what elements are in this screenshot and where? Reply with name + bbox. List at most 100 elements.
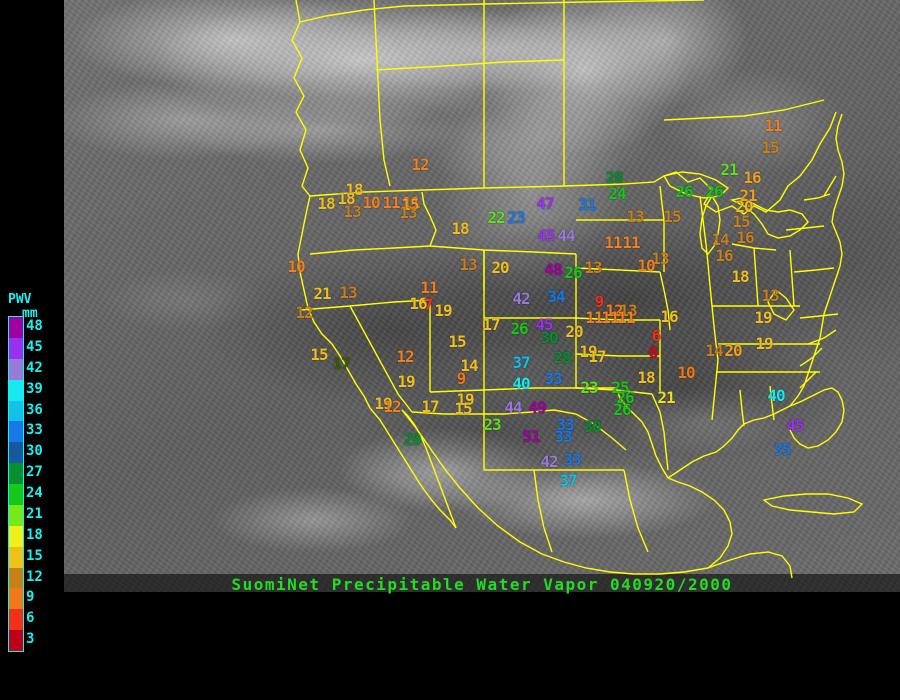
legend-tick-labels: 48 45 42 39 36 33 30 27 24 21 18 15 12 9 6 3 (26, 316, 62, 650)
pwv-station-value: 9 (594, 292, 605, 311)
legend-tick-33: 33 (26, 422, 43, 439)
pwv-station-value: 6 (651, 326, 662, 345)
pwv-station-value: 19 (397, 372, 415, 391)
pwv-station-value: 47 (536, 194, 554, 213)
legend-swatch-3 (9, 630, 23, 651)
state-line-mn-wi (699, 195, 707, 245)
pwv-station-value: 9 (456, 369, 467, 388)
pwv-station-value: 18 (337, 189, 355, 208)
coastline-yucatan (707, 551, 793, 579)
pwv-station-value: 30 (583, 417, 601, 436)
state-line-oh-pa-vert (789, 249, 795, 307)
pwv-station-value: 13 (343, 202, 361, 221)
legend-swatch-33 (9, 421, 23, 443)
pwv-station-value: 11 (764, 116, 782, 135)
map-borders-overlay (291, 0, 864, 579)
pwv-station-value: 17 (588, 347, 606, 366)
pwv-station-value: 15 (401, 195, 419, 214)
legend-tick-6: 6 (26, 610, 35, 627)
coastline-florida (789, 387, 845, 449)
pwv-station-value: 11 (604, 233, 622, 252)
legend-swatch-24 (9, 484, 23, 505)
state-line-ar-ms (711, 359, 719, 421)
pwv-station-value: 13 (584, 258, 602, 277)
pwv-station-value: 20 (565, 322, 583, 341)
pwv-color-legend: PWV mm 48 45 42 39 36 33 30 27 24 21 18 15 12 9 6 3 (0, 292, 62, 654)
state-line-ok-tx (575, 387, 653, 395)
pwv-station-value: 19 (434, 301, 452, 320)
border-us-mexico (411, 409, 627, 451)
state-line-pa-md-va (793, 267, 835, 273)
pwv-station-value: 16 (715, 246, 733, 265)
state-line-mexico-central (533, 469, 553, 553)
pwv-station-value: 44 (504, 398, 522, 417)
pwv-station-value: 30 (540, 328, 558, 347)
lake-superior (662, 171, 730, 199)
legend-swatch-45 (9, 337, 23, 359)
pwv-station-value: 15 (454, 399, 472, 418)
pwv-station-value: 45 (786, 416, 804, 435)
map-caption: SuomiNet Precipitable Water Vapor 040920… (231, 575, 733, 594)
legend-units-label: mm (22, 306, 38, 321)
legend-color-bar (8, 316, 24, 652)
state-line-id-mt (421, 191, 437, 247)
state-line-ny-ne (803, 193, 831, 201)
state-line-ne-ny-vt (823, 175, 837, 197)
pwv-station-value: 21 (720, 160, 738, 179)
legend-tick-42: 42 (26, 359, 43, 376)
pwv-station-value: 11 (617, 308, 635, 327)
pwv-station-value: 10 (362, 193, 380, 212)
legend-tick-18: 18 (26, 526, 43, 543)
pwv-station-value: 19 (579, 342, 597, 361)
legend-tick-24: 24 (26, 485, 43, 501)
pwv-station-value: 12 (383, 397, 401, 416)
pwv-station-value: 20 (735, 197, 753, 216)
state-line-ne-ia-mo (659, 271, 671, 331)
state-line-nc-sc (807, 329, 837, 345)
state-line-wa-or (309, 245, 431, 255)
pwv-station-value: 11 (601, 308, 619, 327)
state-line-ia-il (705, 243, 713, 307)
pwv-station-value: 23 (507, 208, 525, 227)
legend-swatch-48 (9, 317, 23, 338)
border-canada-top-line (375, 59, 565, 71)
state-line-ca-nv-vert (349, 305, 413, 413)
pwv-station-value: 33 (563, 450, 581, 469)
legend-tick-12: 12 (26, 568, 43, 585)
pwv-station-value: 22 (487, 208, 505, 227)
pwv-station-value: 13 (761, 286, 779, 305)
pwv-station-value: 18 (731, 267, 749, 286)
pwv-station-value: 26 (616, 388, 634, 407)
pwv-station-value: 16 (743, 168, 761, 187)
state-line-in-oh-vert (753, 247, 759, 307)
legend-swatch-21 (9, 504, 23, 526)
legend-swatch-15 (9, 546, 23, 568)
state-line-mo-il-ky (711, 305, 719, 361)
coastline-cuba (762, 493, 864, 515)
pwv-station-value: 19 (374, 394, 392, 413)
legend-tick-30: 30 (26, 443, 43, 460)
state-line-sd-ne (575, 267, 661, 273)
state-line-mexico-south (623, 469, 649, 553)
legend-tick-48: 48 (26, 318, 43, 334)
satellite-image-panel: 12 18 18 18 10 11 11 15 13 13 22 23 47 31 28 24 26 26 21 11… (64, 0, 900, 592)
border-canada-provincial-west (373, 0, 391, 187)
pwv-station-value: 17 (332, 354, 350, 373)
legend-swatch-36 (9, 400, 23, 422)
pwv-station-value: 14 (711, 230, 729, 249)
legend-swatch-9 (9, 588, 23, 610)
state-line-al-ga (769, 385, 775, 421)
pwv-station-value: 26 (613, 400, 631, 419)
state-line-ga-sc-fl (799, 371, 817, 389)
pwv-station-value: 33 (544, 369, 562, 388)
pwv-station-value: 11 (382, 193, 400, 212)
coastline-gulf-us (615, 387, 669, 479)
border-canada-alaska-panhandle (299, 0, 705, 23)
legend-title: PWV (8, 292, 32, 307)
pwv-station-value: 16 (736, 228, 754, 247)
pwv-station-value: 11 (585, 308, 603, 327)
legend-tick-21: 21 (26, 505, 43, 522)
state-line-ne-ks (575, 317, 660, 321)
pwv-station-value: 10 (287, 257, 305, 276)
